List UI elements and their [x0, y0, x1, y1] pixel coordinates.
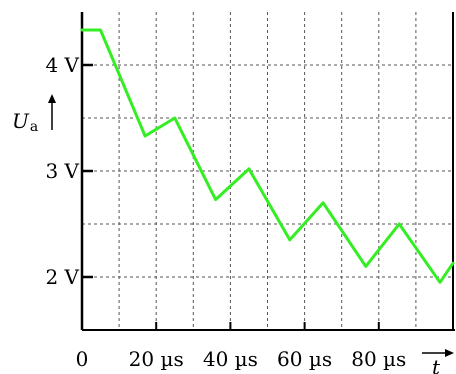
x-tick-label: 20 µs — [129, 347, 184, 371]
x-axis-label: t — [432, 355, 441, 374]
y-tick-label: 2 V — [45, 265, 79, 289]
y-axis-arrowhead — [48, 94, 56, 103]
y-axis-label: Ua — [12, 109, 38, 135]
series — [80, 28, 455, 284]
y-tick-label: 4 V — [45, 53, 79, 77]
x-tick-label: 60 µs — [277, 347, 332, 371]
x-ticks: 0 20 µs 40 µs 60 µs 80 µs — [76, 322, 406, 371]
y-axis-title: Ua — [12, 94, 56, 135]
x-axis-arrowhead — [445, 349, 454, 357]
series-line — [80, 28, 455, 284]
y-ticks: 2 V 3 V 4 V — [45, 53, 93, 289]
x-tick-label: 40 µs — [203, 347, 258, 371]
grid — [82, 12, 453, 330]
x-tick-label: 0 — [76, 347, 89, 371]
x-axis-title: t — [422, 349, 454, 374]
y-tick-label: 3 V — [45, 159, 79, 183]
x-tick-label: 80 µs — [351, 347, 406, 371]
